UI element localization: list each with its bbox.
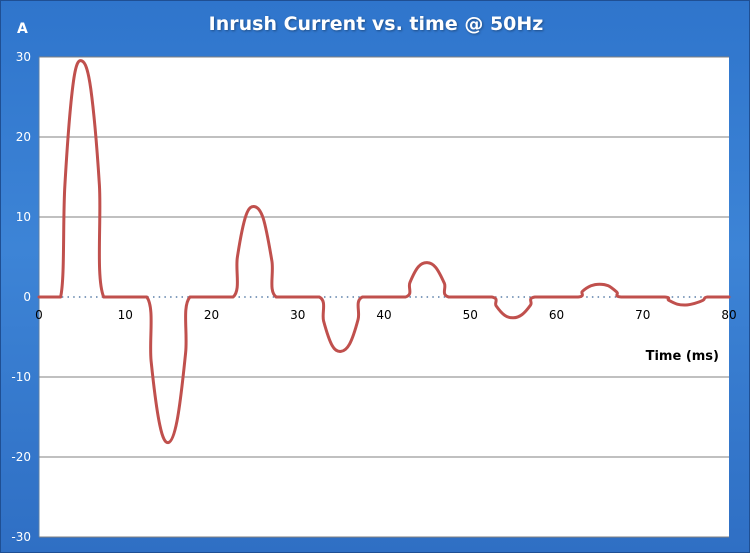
x-axis-title: Time (ms) <box>646 349 719 364</box>
x-tick-label: 70 <box>635 308 650 322</box>
y-tick-label: 20 <box>16 130 31 144</box>
y-axis-unit-label: A <box>17 21 28 37</box>
y-tick-label: -20 <box>11 450 31 464</box>
y-tick-label: -10 <box>11 370 31 384</box>
x-tick-label: 50 <box>463 308 478 322</box>
x-tick-label: 30 <box>290 308 305 322</box>
chart-title: Inrush Current vs. time @ 50Hz <box>208 13 544 35</box>
y-tick-label: 30 <box>16 50 31 64</box>
series-line <box>37 59 731 445</box>
x-tick-label: 20 <box>204 308 219 322</box>
x-tick-label: 10 <box>118 308 133 322</box>
y-tick-label: -30 <box>11 530 31 544</box>
x-tick-label: 0 <box>35 308 43 322</box>
x-tick-label: 40 <box>376 308 391 322</box>
y-tick-label: 0 <box>23 290 31 304</box>
x-tick-label: 60 <box>549 308 564 322</box>
x-tick-label: 80 <box>721 308 736 322</box>
y-tick-label: 10 <box>16 210 31 224</box>
